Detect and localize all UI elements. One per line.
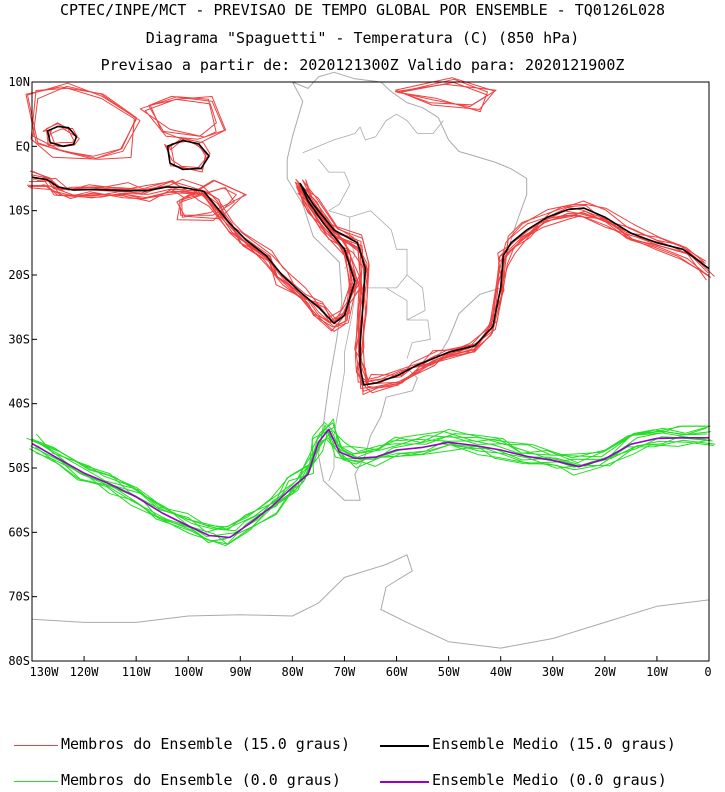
ensemble-mean-layer: [31, 125, 710, 539]
member-15-line: [36, 179, 706, 385]
lon-label: 40W: [490, 665, 512, 679]
legend-mean-15-swatch: [380, 745, 429, 747]
members-15-layer: [25, 77, 715, 396]
member-0-line: [36, 421, 711, 530]
member-15-line: [28, 180, 710, 394]
lat-label: 40S: [8, 397, 30, 411]
lon-label: 60W: [386, 665, 408, 679]
member-15-contour: [395, 77, 496, 110]
lon-label: 50W: [438, 665, 460, 679]
title-line-2: Diagrama "Spaguetti" - Temperatura (C) (…: [145, 29, 580, 47]
lat-label: 20S: [8, 268, 30, 282]
member-15-line: [36, 184, 707, 389]
member-15-contour: [46, 122, 80, 147]
lon-label: 0: [704, 665, 711, 679]
member-0-line: [31, 424, 706, 531]
lon-label: 10W: [646, 665, 668, 679]
legend-mean-0-swatch: [380, 781, 429, 783]
country-border: [406, 274, 431, 359]
legend-members-15-label: Membros do Ensemble (15.0 graus): [61, 735, 350, 753]
member-0-line: [26, 426, 708, 532]
member-15-contour: [176, 187, 237, 221]
lon-label: 90W: [229, 665, 251, 679]
lat-label: 70S: [8, 590, 30, 604]
lon-label: 100W: [174, 665, 204, 679]
member-0-line: [36, 422, 711, 533]
legend-members-0-label: Membros do Ensemble (0.0 graus): [61, 771, 341, 789]
member-0-line: [33, 430, 712, 537]
lon-label: 70W: [334, 665, 356, 679]
coastline-antarctica: [31, 554, 710, 649]
lat-label: 60S: [8, 525, 30, 539]
member-15-contour: [394, 83, 497, 108]
lon-label: 130W: [30, 665, 60, 679]
country-border: [328, 210, 408, 482]
ensemble-mean-15-contour: [166, 139, 210, 171]
lat-label: 10N: [8, 75, 30, 89]
member-15-contour: [176, 179, 246, 220]
member-15-contour: [42, 122, 74, 145]
lat-label: 10S: [8, 204, 30, 218]
member-15-contour: [30, 87, 135, 160]
member-0-line: [31, 418, 707, 528]
member-15-line: [31, 174, 708, 383]
member-15-line: [32, 171, 707, 381]
title-line-1: CPTEC/INPE/MCT - PREVISAO DE TEMPO GLOBA…: [59, 1, 666, 19]
member-15-contour: [27, 82, 141, 159]
member-15-contour: [148, 95, 226, 146]
member-15-line: [36, 180, 712, 389]
lon-label: 110W: [122, 665, 152, 679]
country-border: [302, 113, 444, 154]
legend-members-15-swatch: [14, 745, 58, 746]
ensemble-mean-15-line: [31, 176, 710, 386]
member-15-contour: [25, 86, 137, 160]
member-15-contour: [149, 98, 217, 137]
member-0-line: [35, 430, 716, 542]
lon-label: 120W: [70, 665, 100, 679]
legend-mean-0-label: Ensemble Medio (0.0 graus): [432, 771, 667, 789]
coastline-layer: [31, 71, 710, 649]
member-0-line: [35, 438, 711, 545]
lat-label: 80S: [8, 654, 30, 668]
country-border: [385, 287, 408, 320]
member-15-contour: [32, 85, 138, 157]
legend-members-0-swatch: [14, 781, 58, 782]
members-0-layer: [26, 418, 716, 547]
legend-mean-15-label: Ensemble Medio (15.0 graus): [432, 735, 676, 753]
lon-label: 20W: [594, 665, 616, 679]
lat-label: EQ: [16, 139, 30, 153]
map-frame: [31, 81, 710, 662]
lat-label: 30S: [8, 332, 30, 346]
country-border: [318, 158, 356, 269]
lon-label: 30W: [542, 665, 564, 679]
ensemble-mean-15-contour: [46, 125, 78, 148]
lon-label: 80W: [282, 665, 304, 679]
ensemble-mean-0-line: [31, 428, 709, 539]
lat-label: 50S: [8, 461, 30, 475]
title-line-3: Previsao a partir de: 2020121300Z Valido…: [100, 56, 625, 74]
member-15-contour: [164, 137, 211, 168]
